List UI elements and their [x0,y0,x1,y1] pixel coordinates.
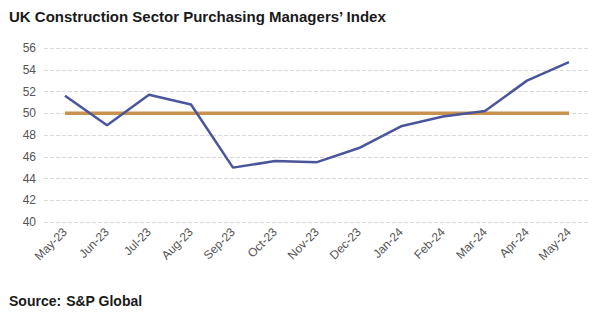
svg-text:48: 48 [23,128,37,142]
svg-text:Source:: Source: [9,293,61,309]
svg-text:Aug-23: Aug-23 [159,225,196,262]
svg-text:46: 46 [23,150,37,164]
svg-text:Oct-23: Oct-23 [245,225,281,261]
svg-text:Mar-24: Mar-24 [453,225,490,262]
svg-text:44: 44 [23,172,37,186]
svg-text:May-23: May-23 [32,225,70,263]
svg-text:Jul-23: Jul-23 [121,225,154,258]
svg-text:52: 52 [23,85,37,99]
svg-text:Sep-23: Sep-23 [201,225,238,262]
svg-text:42: 42 [23,193,37,207]
svg-text:Apr-24: Apr-24 [497,225,533,261]
svg-text:Dec-23: Dec-23 [327,225,364,262]
svg-text:Feb-24: Feb-24 [411,225,448,262]
svg-text:54: 54 [23,63,37,77]
svg-text:Jun-23: Jun-23 [76,225,112,261]
svg-text:UK Construction Sector Purchas: UK Construction Sector Purchasing Manage… [9,8,386,25]
svg-text:Jan-24: Jan-24 [370,225,406,261]
svg-text:S&P Global: S&P Global [66,293,142,309]
svg-text:Nov-23: Nov-23 [285,225,322,262]
svg-text:May-24: May-24 [536,225,574,263]
svg-text:50: 50 [23,106,37,120]
svg-text:56: 56 [23,41,37,55]
svg-text:40: 40 [23,215,37,229]
